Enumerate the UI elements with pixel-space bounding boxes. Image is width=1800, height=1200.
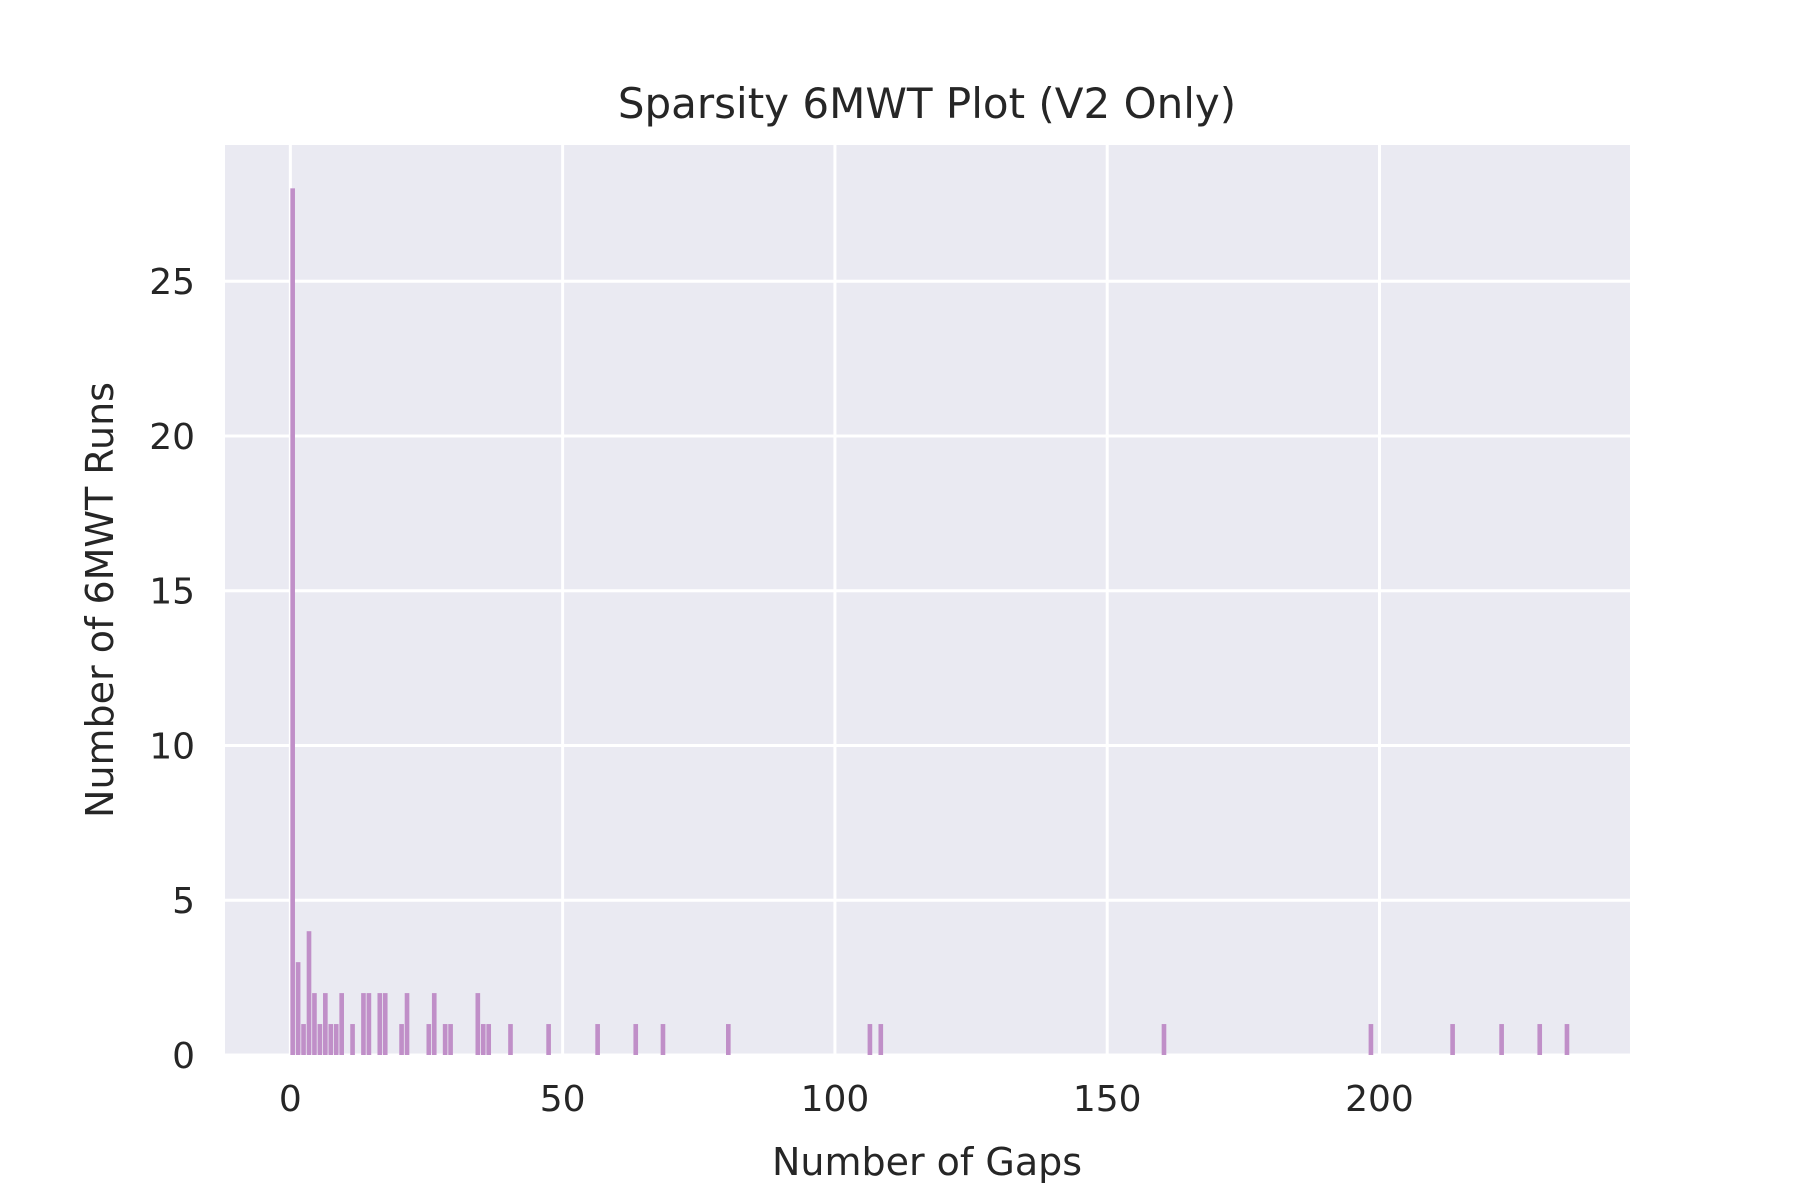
histogram-bar xyxy=(339,993,344,1055)
histogram-bar xyxy=(317,1024,323,1055)
histogram-bar xyxy=(442,1024,448,1055)
histogram-bar xyxy=(508,1024,513,1055)
histogram-bar xyxy=(1450,1024,1455,1055)
histogram-bar xyxy=(1161,1024,1167,1055)
histogram-bar xyxy=(399,1024,404,1055)
histogram-bar xyxy=(306,931,312,1055)
histogram-bar xyxy=(1499,1024,1504,1055)
histogram-bar xyxy=(448,1024,453,1055)
x-tick-label: 200 xyxy=(1345,1079,1414,1120)
x-axis-ticks: 0 50 100 150 200 xyxy=(279,1079,1414,1120)
histogram-bar xyxy=(475,993,481,1055)
grid-lines xyxy=(225,145,1630,1057)
histogram-bar xyxy=(404,993,410,1055)
histogram-bar xyxy=(382,993,388,1055)
y-tick-label: 20 xyxy=(149,417,195,458)
histogram-bar xyxy=(878,1024,884,1055)
histogram-bar xyxy=(660,1024,666,1055)
histogram-bar xyxy=(1564,1024,1570,1055)
histogram-bar xyxy=(486,1024,492,1055)
histogram-bar xyxy=(1368,1024,1374,1055)
histogram-bar xyxy=(301,1024,306,1055)
histogram-bar xyxy=(333,1024,339,1055)
histogram-bar xyxy=(1537,1024,1543,1055)
y-tick-label: 15 xyxy=(149,572,195,613)
x-tick-label: 150 xyxy=(1073,1079,1142,1120)
y-tick-label: 25 xyxy=(149,262,195,303)
plot-background xyxy=(225,145,1630,1055)
histogram-bar xyxy=(633,1024,639,1055)
histogram-bar xyxy=(426,1024,432,1055)
histogram-bar xyxy=(377,993,383,1055)
histogram-bar xyxy=(431,993,437,1055)
histogram-bar xyxy=(867,1024,873,1055)
histogram-bar xyxy=(350,1024,355,1055)
histogram-bar xyxy=(480,1024,486,1055)
x-tick-label: 100 xyxy=(801,1079,870,1120)
y-tick-label: 5 xyxy=(172,881,195,922)
histogram-bar xyxy=(726,1024,731,1055)
histogram-bar xyxy=(366,993,372,1055)
x-tick-label: 50 xyxy=(540,1079,586,1120)
x-tick-label: 0 xyxy=(279,1079,302,1120)
histogram-bar xyxy=(328,1024,334,1055)
y-tick-label: 0 xyxy=(172,1036,195,1077)
histogram-bar xyxy=(295,962,301,1055)
histogram-bar xyxy=(312,993,317,1055)
histogram-bar xyxy=(323,993,328,1055)
histogram-bar xyxy=(361,993,366,1055)
bars xyxy=(290,188,1570,1056)
histogram-bar xyxy=(290,188,295,1056)
y-axis-label: Number of 6MWT Runs xyxy=(78,382,122,818)
histogram-bar xyxy=(546,1024,551,1055)
histogram-bar xyxy=(595,1024,600,1055)
chart-title: Sparsity 6MWT Plot (V2 Only) xyxy=(618,79,1236,128)
y-tick-label: 10 xyxy=(149,726,195,767)
x-axis-label: Number of Gaps xyxy=(772,1140,1082,1184)
y-axis-ticks: 0 5 10 15 20 25 xyxy=(149,262,195,1077)
